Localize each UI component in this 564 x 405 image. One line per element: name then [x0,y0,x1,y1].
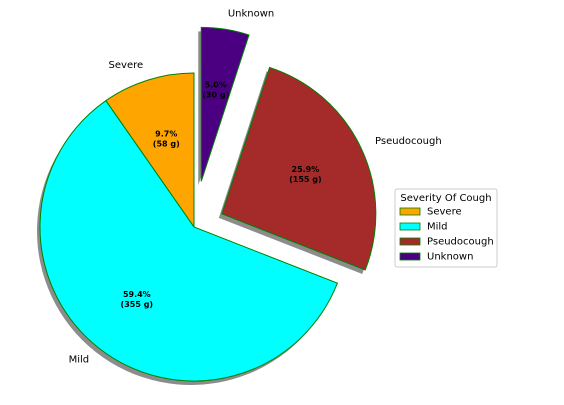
amount-label-pseudocough: (155 g) [289,175,322,184]
legend-label-severe: Severe [427,207,462,218]
percent-label-pseudocough: 25.9% [292,165,320,174]
percent-label-mild: 59.4% [123,290,151,299]
legend-swatch-severe [399,207,421,216]
percent-label-unknown: 5.0% [205,81,227,90]
amount-label-unknown: (30 g) [202,91,229,100]
legend-label-pseudocough: Pseudocough [427,237,494,248]
slice-pseudocough [221,66,377,271]
category-label-pseudocough: Pseudocough [375,136,442,147]
percent-label-severe: 9.7% [155,129,177,138]
slice-severe [105,72,195,229]
legend-label-unknown: Unknown [427,252,473,263]
slice-unknown [200,26,250,182]
legend-swatch-pseudocough [399,237,421,246]
slice-mild [39,100,339,382]
amount-label-mild: (355 g) [121,300,154,309]
legend-label-mild: Mild [427,222,448,233]
legend: Severity Of Cough Severe Mild Pseudocough U… [394,188,498,268]
legend-swatch-mild [399,222,421,231]
category-label-mild: Mild [69,355,90,366]
legend-box [394,188,498,268]
legend-title: Severity Of Cough [400,193,491,204]
category-label-severe: Severe [109,60,144,71]
amount-label-severe: (58 g) [153,139,180,148]
legend-items: Severe Mild Pseudocough Unknown [399,207,494,263]
pie-wedges [39,26,377,382]
pie-labels: Severe 9.7%(58 g) Mild 59.4%(355 g) Pseudoco… [69,9,442,366]
legend-swatch-unknown [399,252,421,261]
category-label-unknown: Unknown [228,9,274,20]
